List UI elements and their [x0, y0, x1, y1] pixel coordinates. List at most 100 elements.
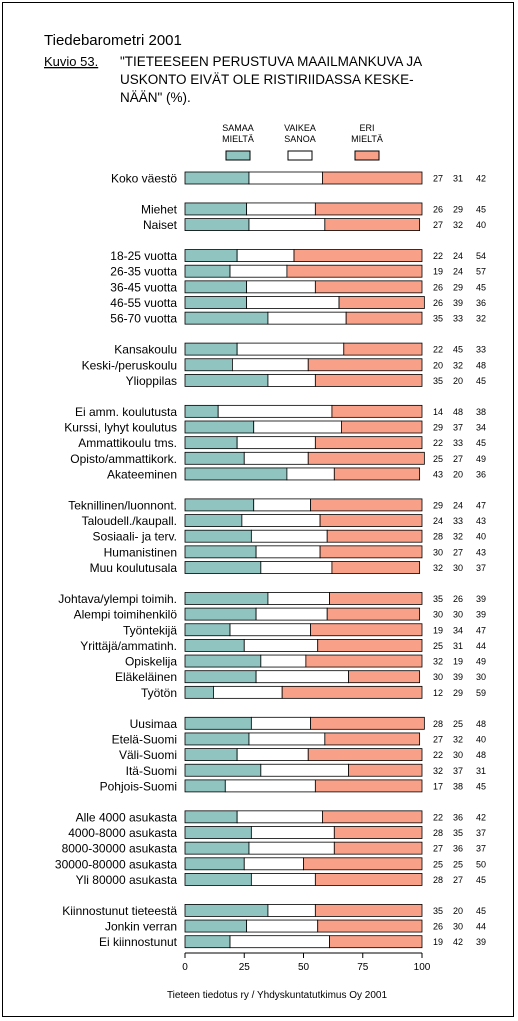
bar-segment-samaa	[184, 171, 250, 185]
value-label: 45	[476, 781, 486, 791]
value-label: 49	[476, 657, 486, 667]
bar-row: Itä-Suomi 32 37 31	[126, 764, 486, 778]
legend-label: MIELTÄ	[222, 134, 254, 144]
bar-segment-vaikea	[231, 358, 309, 372]
row-label: Yrittäjä/ammatinh.	[80, 639, 177, 653]
value-label: 31	[476, 766, 486, 776]
bar-segment-eri	[310, 623, 423, 637]
bar-segment-samaa	[184, 607, 257, 621]
row-label: Uusimaa	[130, 717, 178, 731]
row-label: Taloudell./kaupall.	[82, 514, 177, 528]
bar-segment-vaikea	[243, 857, 304, 871]
value-label: 32	[433, 563, 443, 573]
row-label: Ei kiinnostunut	[99, 935, 178, 949]
value-label: 28	[433, 875, 443, 885]
bar-segment-samaa	[184, 732, 250, 746]
row-label: 4000-8000 asukasta	[68, 826, 177, 840]
value-label: 33	[453, 314, 463, 324]
bar-row: Alempi toimihenkilö 30 30 39	[74, 608, 486, 622]
x-axis: 0 25 50 75 100	[182, 952, 431, 973]
value-label: 35	[433, 376, 443, 386]
bar-row: Väli-Suomi 22 30 48	[119, 748, 486, 762]
value-label: 59	[476, 688, 486, 698]
value-label: 27	[433, 174, 443, 184]
bar-segment-vaikea	[229, 623, 312, 637]
bar-segment-vaikea	[229, 264, 288, 278]
bar-segment-vaikea	[246, 296, 340, 309]
row-label: Koko väestö	[111, 172, 177, 186]
row-label: Ammattikoulu tms.	[78, 436, 177, 450]
bar-row: Työtön 12 29 59	[141, 686, 486, 700]
value-label: 43	[476, 547, 486, 557]
bar-row: Sosiaali- ja terv. 28 32 40	[93, 530, 486, 544]
bar-segment-samaa	[184, 654, 262, 668]
x-tick-label: 75	[357, 962, 369, 973]
row-label: Ei amm. koulutusta	[75, 405, 177, 419]
bar-row: Eläkeläinen 30 39 30	[115, 670, 486, 684]
bar-segment-samaa	[184, 763, 262, 777]
value-label: 22	[433, 345, 443, 355]
value-label: 19	[433, 937, 443, 947]
value-label: 27	[453, 547, 463, 557]
caption-line-3: NÄÄN" (%).	[120, 90, 191, 105]
value-label: 26	[433, 298, 443, 308]
bar-row: Yli 80000 asukasta 28 27 45	[76, 873, 486, 887]
row-label: Etelä-Suomi	[112, 732, 177, 746]
row-label: Kurssi, lyhyt koulutus	[64, 421, 177, 435]
value-label: 38	[476, 407, 486, 417]
bar-segment-eri	[326, 529, 423, 543]
value-label: 22	[433, 251, 443, 261]
value-label: 34	[476, 423, 486, 433]
bar-segment-eri	[322, 810, 423, 824]
bar-segment-eri	[314, 202, 423, 216]
bar-row: 4000-8000 asukasta 28 35 37	[68, 826, 486, 840]
source-note: Tieteen tiedotus ry / Yhdyskuntatutkimus…	[167, 990, 388, 1001]
bar-segment-samaa	[184, 202, 248, 216]
value-label: 39	[476, 594, 486, 604]
bar-row: Ylioppilas 35 20 45	[126, 374, 486, 388]
value-label: 36	[476, 469, 486, 479]
value-label: 25	[433, 641, 443, 651]
value-label: 19	[433, 267, 443, 277]
value-label: 19	[453, 657, 463, 667]
bar-segment-eri	[281, 685, 423, 699]
value-label: 37	[476, 828, 486, 838]
value-label: 32	[453, 360, 463, 370]
value-label: 25	[453, 859, 463, 869]
bar-segment-samaa	[184, 748, 238, 761]
bar-segment-eri	[305, 654, 423, 668]
bar-row: Ei kiinnostunut 19 42 39	[99, 935, 486, 949]
row-label: Kiinnostunut tieteestä	[62, 904, 177, 918]
bar-segment-samaa	[184, 467, 288, 481]
value-label: 30	[433, 672, 443, 682]
value-label: 31	[453, 174, 463, 184]
row-label: Pohjois-Suomi	[100, 779, 177, 793]
value-label: 39	[453, 672, 463, 682]
bar-segment-samaa	[184, 873, 252, 886]
value-label: 27	[453, 454, 463, 464]
bar-segment-vaikea	[250, 873, 316, 886]
bar-segment-samaa	[184, 841, 250, 855]
value-label: 29	[453, 204, 463, 214]
bar-rows: Koko väestö 27 31 42 Miehet 26 29 45 Naiset 27 32 4…	[55, 172, 486, 950]
value-label: 42	[476, 812, 486, 822]
value-label: 35	[433, 906, 443, 916]
value-label: 45	[453, 345, 463, 355]
bar-segment-samaa	[184, 919, 248, 933]
value-label: 19	[433, 625, 443, 635]
bar-segment-vaikea	[229, 935, 330, 949]
legend-label: ERI	[359, 123, 374, 133]
row-label: Akateeminen	[107, 467, 177, 481]
value-label: 32	[433, 766, 443, 776]
value-label: 17	[433, 781, 443, 791]
value-label: 50	[476, 859, 486, 869]
bar-row: Koko väestö 27 31 42	[111, 172, 486, 186]
bar-segment-vaikea	[286, 467, 335, 481]
bar-segment-samaa	[184, 373, 269, 387]
bar-segment-vaikea	[217, 404, 333, 418]
value-label: 32	[453, 734, 463, 744]
bar-segment-samaa	[184, 826, 252, 839]
value-label: 24	[453, 500, 463, 510]
bar-segment-vaikea	[260, 561, 333, 574]
